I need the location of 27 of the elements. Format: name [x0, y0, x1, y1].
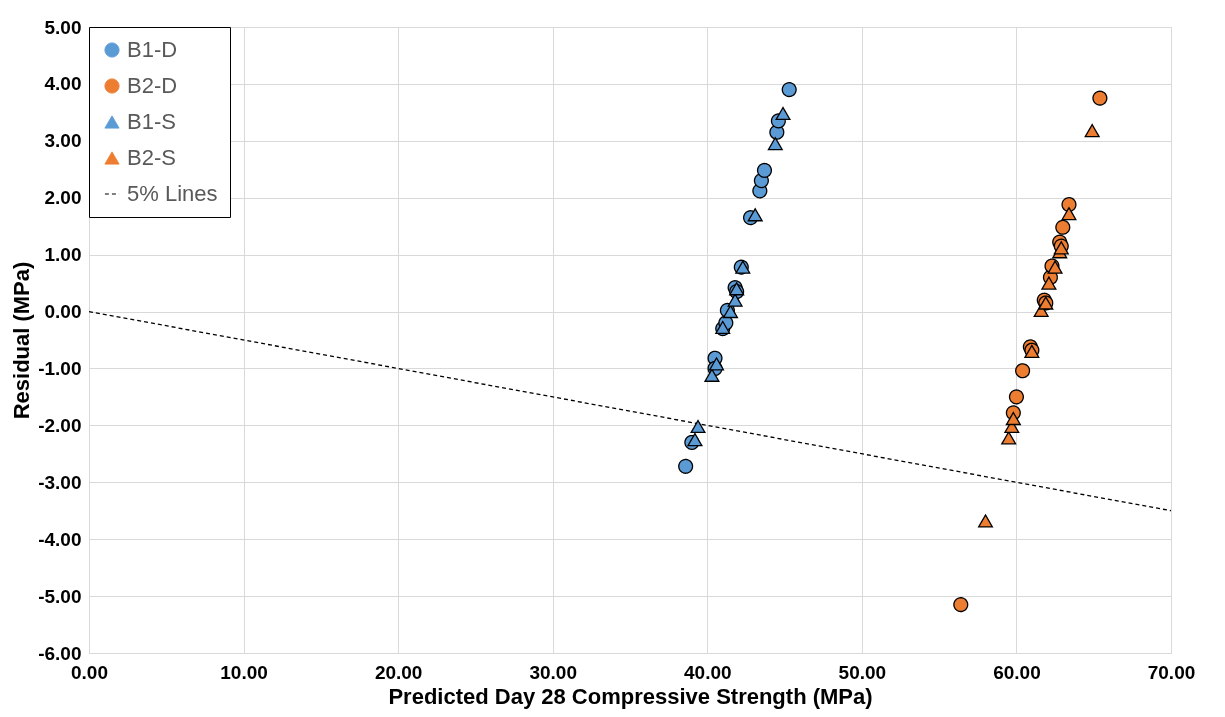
y-tick-label: 5.00	[44, 16, 82, 38]
legend-label: B1-D	[127, 37, 178, 62]
y-tick-label: 4.00	[44, 73, 82, 95]
y-tick-label: -5.00	[38, 585, 82, 607]
y-tick-label: -3.00	[38, 471, 82, 493]
y-tick-label: 3.00	[44, 130, 82, 152]
x-tick-label: 60.00	[993, 661, 1041, 683]
legend-label: B2-S	[127, 145, 176, 170]
legend-label: 5% Lines	[127, 181, 218, 206]
y-tick-label: -2.00	[38, 414, 82, 436]
y-tick-label: -1.00	[38, 357, 82, 379]
x-tick-label: 70.00	[1147, 661, 1196, 683]
x-axis-title: Predicted Day 28 Compressive Strength (MPa)	[388, 683, 873, 709]
y-tick-label: 1.00	[44, 244, 82, 266]
y-tick-label: 0.00	[44, 301, 82, 323]
x-tick-label: 40.00	[684, 661, 732, 683]
x-tick-label: 30.00	[529, 661, 577, 683]
y-tick-label: -4.00	[38, 528, 82, 550]
y-tick-label: -6.00	[38, 642, 82, 664]
legend-label: B2-D	[127, 73, 178, 98]
x-tick-label: 0.00	[71, 661, 108, 683]
x-tick-label: 20.00	[374, 661, 423, 683]
x-tick-label: 50.00	[838, 661, 887, 683]
y-tick-label: 2.00	[44, 187, 82, 209]
legend-label: B1-S	[127, 109, 176, 134]
x-tick-label: 10.00	[220, 661, 268, 683]
y-axis-title: Residual (MPa)	[9, 261, 35, 420]
